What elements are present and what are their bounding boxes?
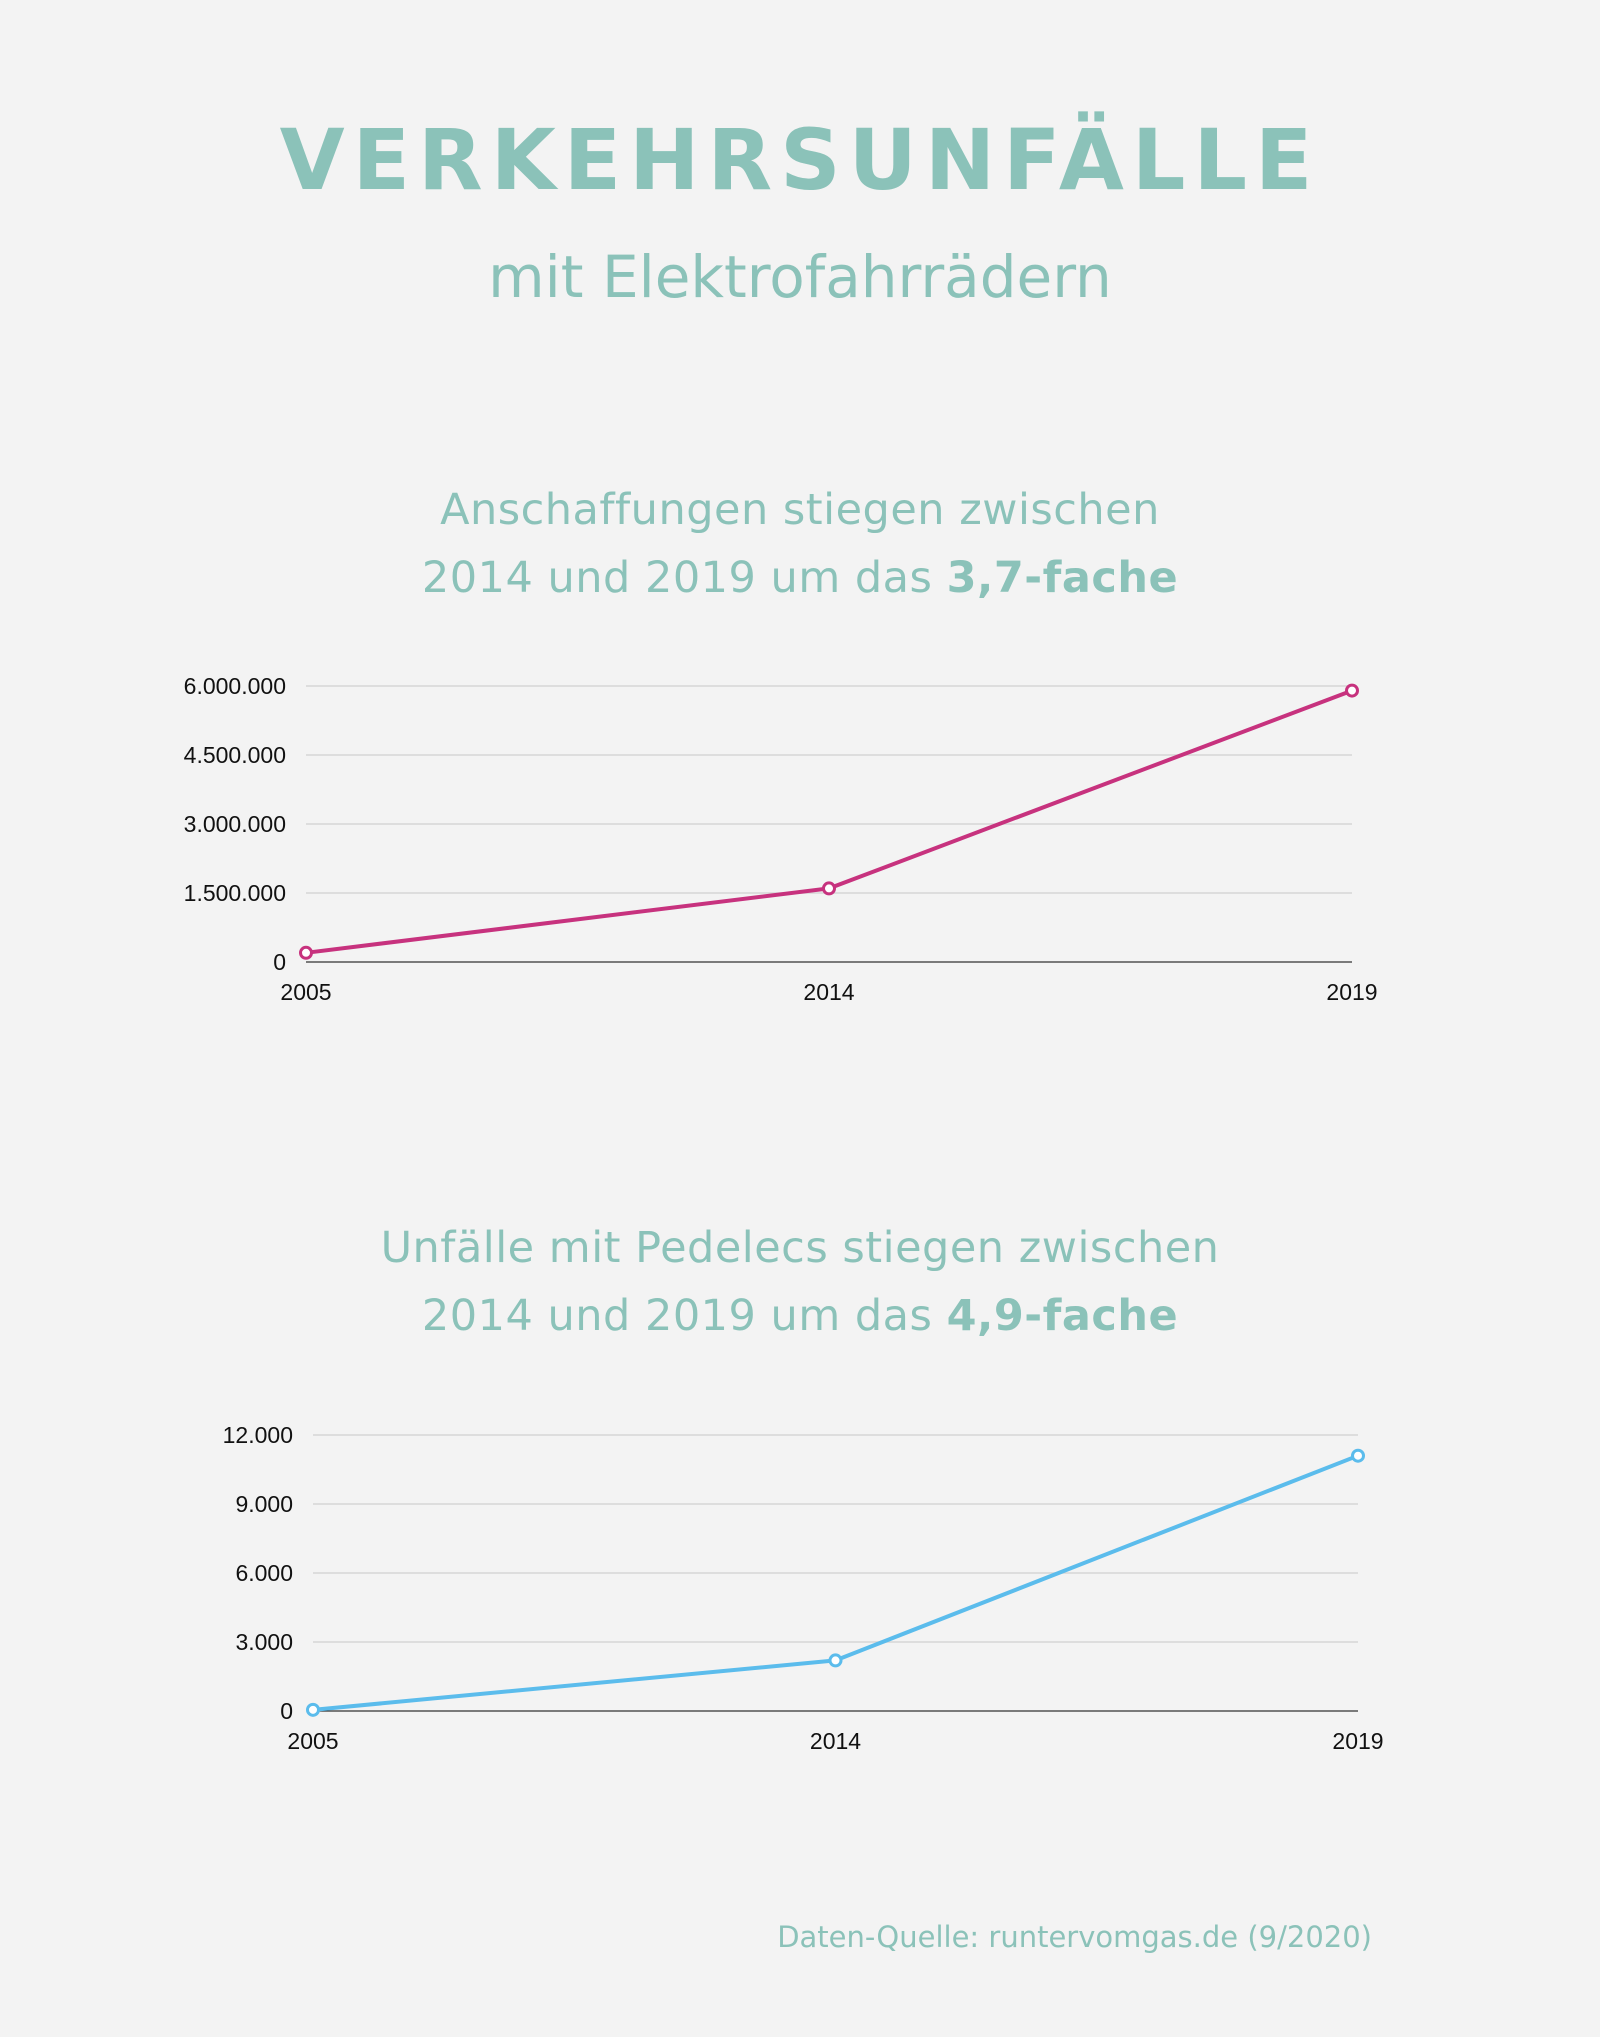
chart2-heading-emphasis: 4,9-fache bbox=[946, 1291, 1179, 1341]
chart1-series-line bbox=[304, 688, 1354, 955]
chart2-series-line bbox=[311, 1453, 1360, 1712]
chart1-x-tick-label: 2019 bbox=[1326, 979, 1377, 1005]
chart2-data-point bbox=[1351, 1448, 1365, 1463]
chart2-x-tick-label: 2019 bbox=[1332, 1728, 1383, 1754]
chart1-x-tick-label: 2014 bbox=[803, 979, 854, 1005]
chart2-y-tick-label: 0 bbox=[280, 1698, 293, 1724]
chart1-heading-line2: 2014 und 2019 um das 3,7-fache bbox=[0, 544, 1600, 612]
chart2-y-tick-label: 6.000 bbox=[235, 1560, 293, 1586]
data-source: Daten-Quelle: runtervomgas.de (9/2020) bbox=[777, 1920, 1372, 1954]
chart2-data-point bbox=[828, 1653, 843, 1668]
chart2-data-point bbox=[306, 1702, 320, 1717]
chart2-y-tick-label: 12.000 bbox=[223, 1422, 293, 1448]
chart1-y-tick-label: 4.500.000 bbox=[184, 742, 286, 768]
chart2-heading-line2: 2014 und 2019 um das 4,9-fache bbox=[0, 1282, 1600, 1350]
chart1-heading: Anschaffungen stiegen zwischen 2014 und … bbox=[0, 476, 1600, 612]
page-title: VERKEHRSUNFÄLLE bbox=[279, 111, 1321, 209]
chart2-line-chart: 0 3.000 6.000 9.000 12.000 2005 2014 2019 bbox=[223, 1422, 1384, 1754]
chart2-y-tick-label: 3.000 bbox=[235, 1629, 293, 1655]
chart1-heading-line2-text: 2014 und 2019 um das bbox=[421, 553, 947, 603]
chart1-y-tick-label: 1.500.000 bbox=[184, 880, 286, 906]
chart1-y-tick-label: 6.000.000 bbox=[184, 673, 286, 699]
chart2-heading-line2-text: 2014 und 2019 um das bbox=[421, 1291, 947, 1341]
chart1-data-point bbox=[822, 881, 836, 896]
chart1-y-tick-label: 3.000.000 bbox=[184, 811, 286, 837]
chart1-x-tick-label: 2005 bbox=[280, 979, 331, 1005]
chart1-data-point bbox=[1345, 683, 1359, 698]
chart2-x-tick-label: 2014 bbox=[810, 1728, 861, 1754]
chart2-y-tick-label: 9.000 bbox=[235, 1491, 293, 1517]
page-subtitle: mit Elektrofahrrädern bbox=[488, 243, 1112, 311]
chart1-data-point bbox=[299, 945, 313, 960]
chart1-heading-emphasis: 3,7-fache bbox=[946, 553, 1179, 603]
chart1-line-chart: 0 1.500.000 3.000.000 4.500.000 6.000.000 200… bbox=[184, 673, 1378, 1005]
chart1-heading-line1: Anschaffungen stiegen zwischen bbox=[440, 485, 1160, 535]
chart1-y-tick-label: 0 bbox=[273, 949, 286, 975]
chart2-heading: Unfälle mit Pedelecs stiegen zwischen 20… bbox=[0, 1214, 1600, 1350]
chart2-heading-line1: Unfälle mit Pedelecs stiegen zwischen bbox=[380, 1223, 1220, 1273]
chart2-x-tick-label: 2005 bbox=[287, 1728, 338, 1754]
